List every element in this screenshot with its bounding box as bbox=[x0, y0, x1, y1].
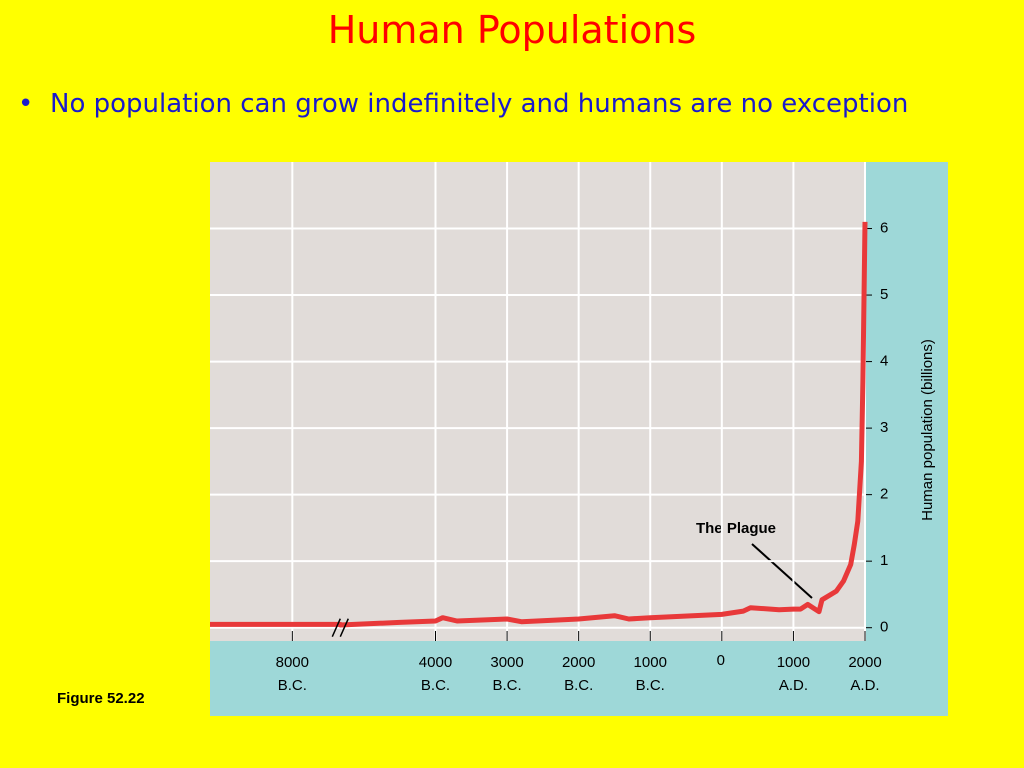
x-tick-label: 4000 bbox=[419, 654, 452, 671]
x-tick-label: 1000 bbox=[777, 654, 810, 671]
x-tick-era: A.D. bbox=[850, 677, 879, 694]
x-tick-label: 3000 bbox=[490, 654, 523, 671]
y-tick-label: 5 bbox=[880, 286, 888, 303]
y-axis-label: Human population (billions) bbox=[919, 339, 936, 521]
bullet-dot: • bbox=[18, 89, 34, 119]
plot-area bbox=[210, 162, 865, 641]
x-tick-label: 1000 bbox=[634, 654, 667, 671]
x-tick-era: B.C. bbox=[421, 677, 450, 694]
y-tick-label: 2 bbox=[880, 486, 888, 503]
x-tick-era: B.C. bbox=[278, 677, 307, 694]
x-tick-era: B.C. bbox=[636, 677, 665, 694]
bullet-text: No population can grow indefinitely and … bbox=[50, 89, 909, 119]
y-tick-label: 3 bbox=[880, 419, 888, 436]
x-tick-label: 0 bbox=[717, 652, 725, 669]
figure-label: Figure 52.22 bbox=[57, 690, 145, 707]
axis-break bbox=[339, 618, 349, 637]
data-line bbox=[210, 221, 868, 628]
bullet: • No population can grow indefinitely and… bbox=[18, 84, 918, 125]
x-tick-era: B.C. bbox=[564, 677, 593, 694]
x-tick-label: 2000 bbox=[562, 654, 595, 671]
slide-title: Human Populations bbox=[327, 8, 697, 52]
y-tick-label: 1 bbox=[880, 552, 888, 569]
y-tick-label: 4 bbox=[880, 353, 888, 370]
y-tick-label: 0 bbox=[880, 619, 888, 636]
axis-break bbox=[331, 618, 341, 637]
x-tick-era: B.C. bbox=[492, 677, 521, 694]
x-tick-label: 2000 bbox=[848, 654, 881, 671]
x-tick-label: 8000 bbox=[276, 654, 309, 671]
annotation-line bbox=[751, 543, 813, 599]
annotation: The Plague bbox=[696, 520, 776, 537]
y-tick-label: 6 bbox=[880, 219, 888, 236]
x-tick-era: A.D. bbox=[779, 677, 808, 694]
